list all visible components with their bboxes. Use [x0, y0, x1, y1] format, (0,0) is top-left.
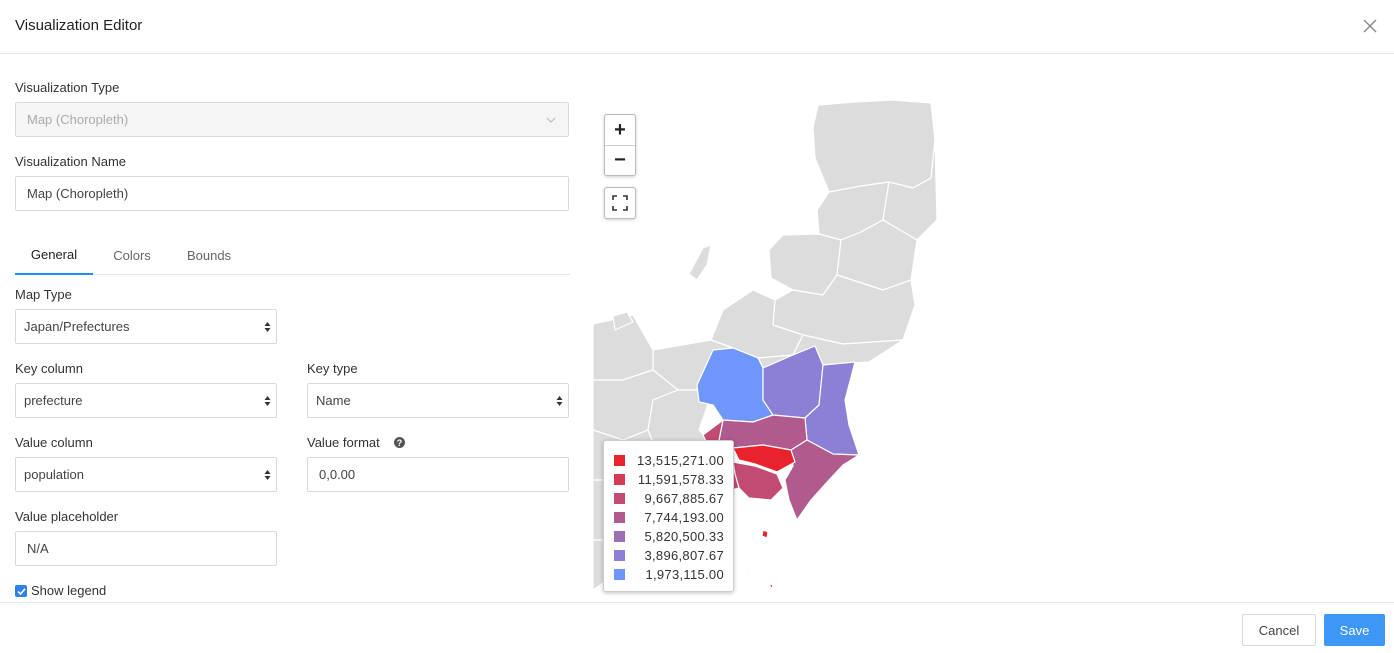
value-format-label: Value format [307, 435, 380, 450]
legend-value: 9,667,885.67 [644, 491, 724, 506]
close-icon[interactable] [1358, 14, 1382, 38]
key-column-select[interactable]: prefecture [15, 383, 277, 418]
legend-value: 3,896,807.67 [644, 548, 724, 563]
legend-item: 3,896,807.67 [604, 546, 733, 565]
visualization-name-value: Map (Choropleth) [27, 186, 129, 201]
zoom-in-button[interactable]: + [614, 118, 626, 141]
show-legend-label: Show legend [31, 583, 107, 598]
island-region [746, 569, 750, 576]
legend-swatch [614, 569, 625, 580]
map-type-label: Map Type [15, 287, 72, 302]
visualization-name-label: Visualization Name [15, 154, 127, 169]
fullscreen-button[interactable] [604, 187, 636, 219]
select-arrows-icon [264, 470, 271, 480]
map-type-value: Japan/Prefectures [24, 319, 130, 334]
island-region [761, 529, 769, 539]
tab-colors[interactable]: Colors [113, 248, 151, 263]
visualization-type-value: Map (Choropleth) [27, 112, 129, 127]
select-arrows-icon [264, 396, 271, 406]
island-region [688, 244, 712, 281]
island-region [768, 583, 774, 590]
map-legend: 13,515,271.00 11,591,578.33 9,667,885.67 7,… [603, 440, 734, 592]
show-legend-checkbox[interactable] [15, 585, 27, 597]
legend-swatch [614, 531, 625, 542]
legend-value: 7,744,193.00 [644, 510, 724, 525]
prefecture-chiba [784, 439, 860, 521]
help-icon[interactable]: ? [394, 437, 405, 448]
legend-value: 5,820,500.33 [644, 529, 724, 544]
select-arrows-icon [556, 396, 563, 406]
value-placeholder-input[interactable]: N/A [15, 531, 277, 566]
modal-footer: Cancel Save [0, 602, 1394, 653]
key-type-select[interactable]: Name [307, 383, 569, 418]
tab-general[interactable]: General [15, 236, 93, 275]
legend-value: 11,591,578.33 [637, 472, 724, 487]
visualization-type-label: Visualization Type [15, 80, 120, 95]
key-type-label: Key type [307, 361, 358, 376]
zoom-control: + − [604, 114, 636, 176]
legend-item: 7,744,193.00 [604, 508, 733, 527]
legend-value: 1,973,115.00 [645, 567, 724, 582]
legend-item: 9,667,885.67 [604, 489, 733, 508]
tab-bounds[interactable]: Bounds [186, 248, 232, 263]
key-column-value: prefecture [24, 393, 83, 408]
editor-form: Visualization Type Map (Choropleth) Visu… [15, 54, 570, 602]
settings-tabs: General Colors Bounds [15, 236, 570, 275]
prefecture-region [812, 100, 936, 193]
value-column-select[interactable]: population [15, 457, 277, 492]
value-placeholder-value: N/A [27, 541, 49, 556]
legend-swatch [614, 474, 625, 485]
legend-swatch [614, 455, 625, 466]
legend-item: 5,820,500.33 [604, 527, 733, 546]
checkmark-icon [16, 587, 26, 595]
value-format-input[interactable]: 0,0.00 [307, 457, 569, 492]
legend-item: 11,591,578.33 [604, 470, 733, 489]
prefecture-tokyo [732, 444, 796, 473]
value-placeholder-label: Value placeholder [15, 509, 119, 524]
zoom-out-button[interactable]: − [605, 145, 635, 175]
select-arrows-icon [264, 322, 271, 332]
chevron-down-icon [546, 117, 556, 123]
visualization-type-select[interactable]: Map (Choropleth) [15, 102, 569, 137]
key-type-value: Name [316, 393, 351, 408]
legend-swatch [614, 550, 625, 561]
visualization-name-input[interactable]: Map (Choropleth) [15, 176, 569, 211]
key-column-label: Key column [15, 361, 83, 376]
fullscreen-icon [612, 195, 628, 211]
value-format-value: 0,0.00 [319, 467, 356, 482]
legend-value: 13,515,271.00 [636, 453, 724, 468]
modal-title: Visualization Editor [15, 17, 143, 34]
island-region [612, 311, 634, 331]
legend-item: 13,515,271.00 [604, 451, 733, 470]
save-button[interactable]: Save [1324, 614, 1385, 646]
modal-header: Visualization Editor [0, 0, 1394, 54]
legend-swatch [614, 512, 625, 523]
cancel-button[interactable]: Cancel [1242, 614, 1316, 646]
value-column-label: Value column [15, 435, 93, 450]
legend-swatch [614, 493, 625, 504]
value-column-value: population [24, 467, 84, 482]
legend-item: 1,973,115.00 [604, 565, 733, 584]
map-type-select[interactable]: Japan/Prefectures [15, 309, 277, 344]
